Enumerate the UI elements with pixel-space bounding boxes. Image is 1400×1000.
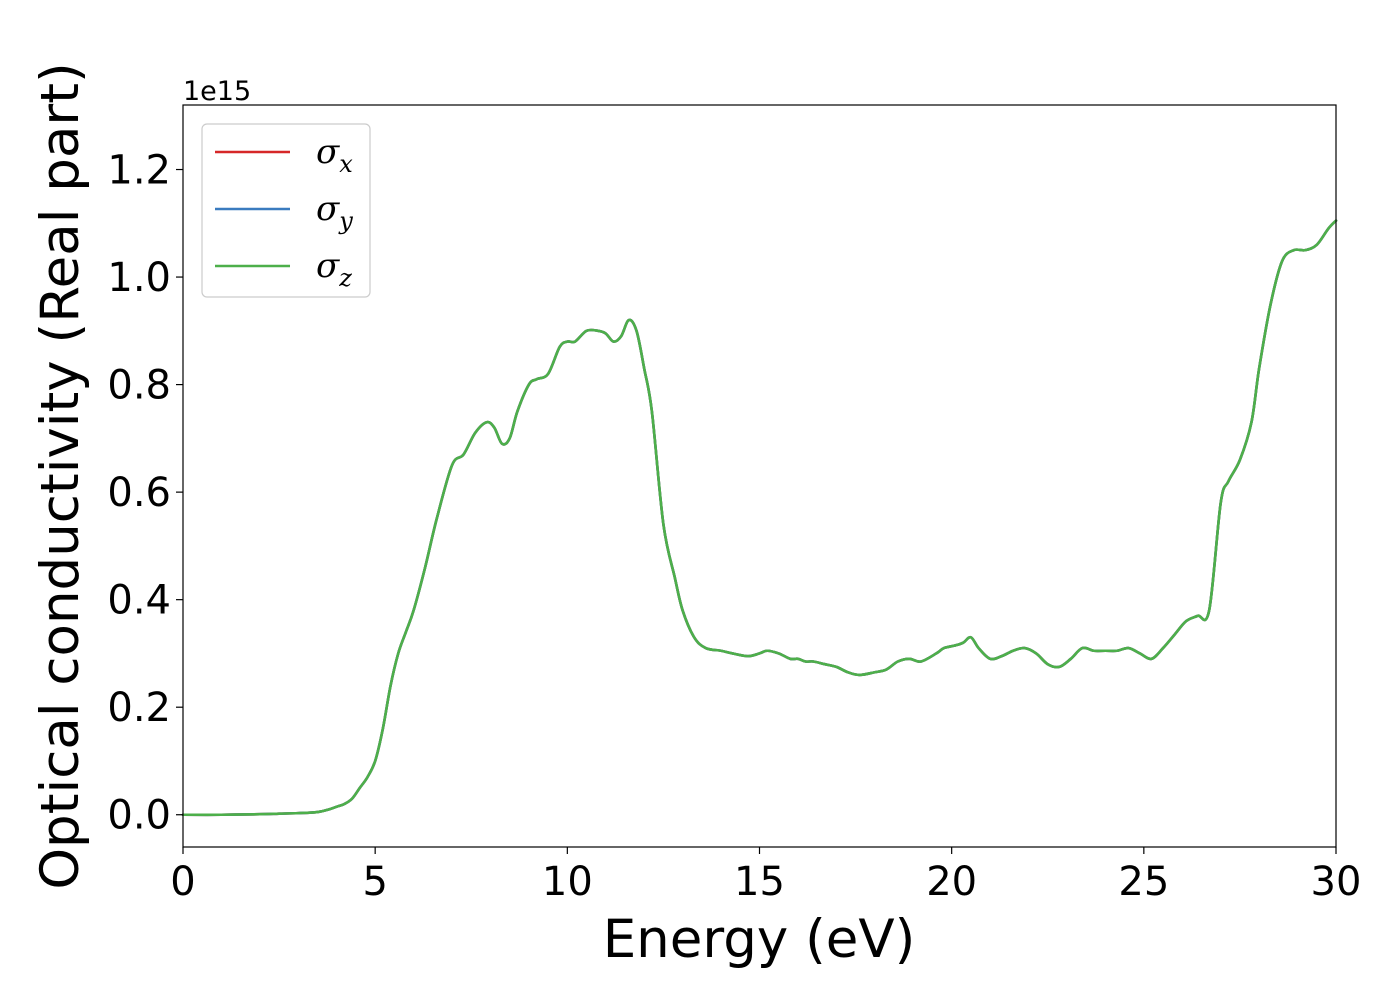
x-tick-label: 25	[1118, 859, 1169, 905]
legend-subscript: y	[338, 207, 353, 235]
x-tick-label: 10	[542, 859, 593, 905]
y-axis-label: Optical conductivity (Real part)	[30, 62, 91, 889]
x-tick-label: 20	[926, 859, 977, 905]
y-axis: 0.0 0.2 0.4 0.6 0.8 1.0 1.2	[107, 148, 183, 839]
y-tick-label: 0.6	[107, 470, 171, 516]
legend-subscript: z	[338, 264, 352, 292]
y-tick-label: 1.0	[107, 255, 171, 301]
y-tick-label: 0.0	[107, 793, 171, 839]
y-tick-label: 1.2	[107, 148, 171, 194]
legend-subscript: x	[339, 150, 353, 178]
y-tick-label: 0.8	[107, 363, 171, 409]
x-tick-label: 30	[1311, 859, 1362, 905]
x-axis: 0 5 10 15 20 25 30	[170, 847, 1361, 905]
legend-box	[201, 123, 371, 298]
x-axis-label: Energy (eV)	[603, 909, 916, 970]
series-layer	[181, 219, 1338, 817]
x-tick-label: 5	[362, 859, 387, 905]
x-tick-label: 15	[734, 859, 785, 905]
x-tick-label: 0	[170, 859, 195, 905]
y-offset-label: 1e15	[183, 76, 251, 107]
y-tick-label: 0.2	[107, 685, 171, 731]
y-tick-label: 0.4	[107, 578, 171, 624]
series-line-sigma-z	[181, 219, 1338, 817]
